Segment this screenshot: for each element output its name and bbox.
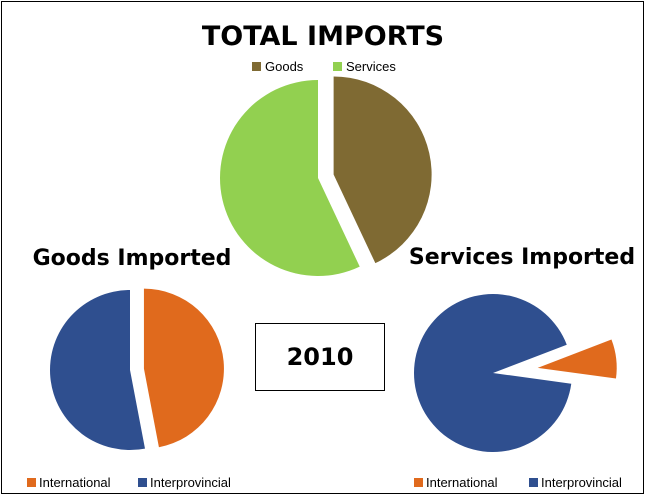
pie-slice-interprovincial <box>414 294 572 452</box>
services-imported-legend: International Interprovincial <box>414 475 622 490</box>
pie-slice-goods <box>333 76 432 264</box>
goods-imported-pie <box>50 288 224 450</box>
legend-swatch-interprovincial <box>529 478 538 487</box>
legend-label-international: International <box>39 475 111 490</box>
legend-label-interprovincial: Interprovincial <box>541 475 622 490</box>
legend-swatch-international <box>414 478 423 487</box>
total-imports-title: TOTAL IMPORTS <box>202 21 444 52</box>
total-imports-pie <box>220 76 432 277</box>
pie-slice-international <box>143 288 224 448</box>
goods-imported-legend: International Interprovincial <box>27 475 231 490</box>
services-imported-title: Services Imported <box>409 245 635 270</box>
goods-imported-title: Goods Imported <box>33 246 232 271</box>
legend-label-services: Services <box>346 59 396 74</box>
year-label-box: 2010 <box>255 323 385 391</box>
pie-slice-services <box>220 80 360 277</box>
legend-swatch-interprovincial <box>138 478 147 487</box>
legend-swatch-services <box>333 62 342 71</box>
pie-slice-international <box>537 339 617 379</box>
legend-swatch-goods <box>252 62 261 71</box>
total-imports-legend: Goods Services <box>252 59 396 74</box>
year-label: 2010 <box>286 343 354 371</box>
legend-swatch-international <box>27 478 36 487</box>
pie-slice-interprovincial <box>50 290 145 450</box>
services-imported-pie <box>414 294 617 452</box>
legend-label-interprovincial: Interprovincial <box>150 475 231 490</box>
legend-label-goods: Goods <box>265 59 304 74</box>
legend-label-international: International <box>426 475 498 490</box>
